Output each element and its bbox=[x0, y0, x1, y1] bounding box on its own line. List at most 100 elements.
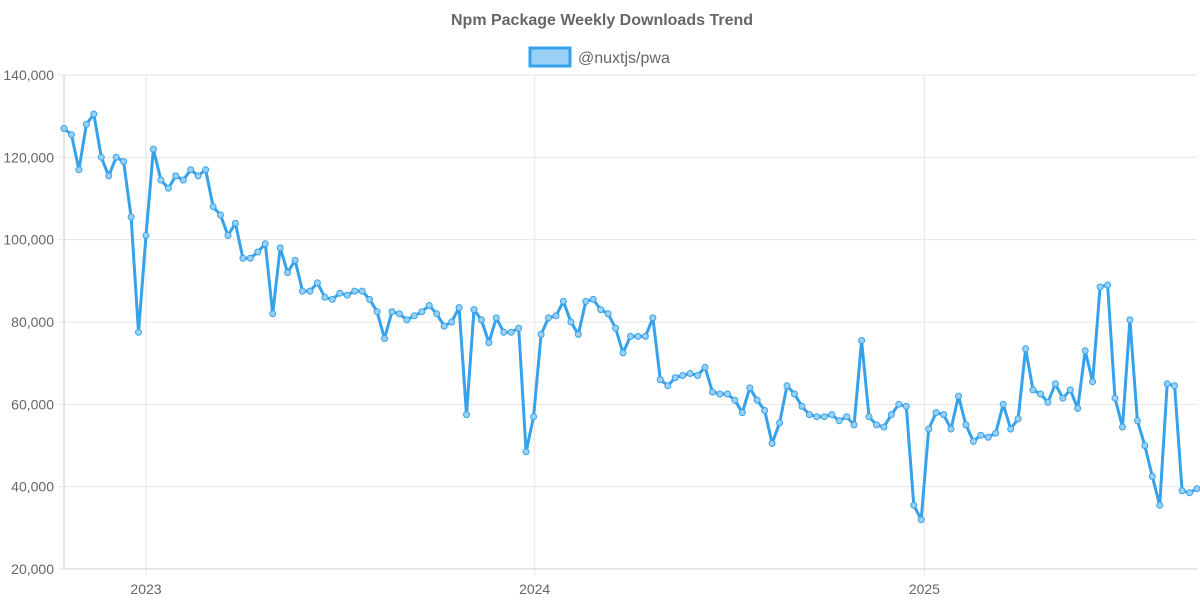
data-point[interactable] bbox=[612, 324, 620, 332]
data-point[interactable] bbox=[776, 419, 784, 427]
data-point[interactable] bbox=[1193, 485, 1200, 493]
data-point[interactable] bbox=[209, 203, 217, 211]
data-point[interactable] bbox=[627, 332, 634, 340]
data-point[interactable] bbox=[783, 382, 791, 390]
data-point[interactable] bbox=[619, 349, 627, 357]
data-point[interactable] bbox=[149, 145, 157, 153]
data-point[interactable] bbox=[82, 120, 90, 128]
data-point[interactable] bbox=[992, 429, 1000, 437]
data-point[interactable] bbox=[492, 314, 500, 322]
data-point[interactable] bbox=[716, 390, 724, 398]
data-point[interactable] bbox=[843, 413, 851, 421]
data-point[interactable] bbox=[463, 411, 470, 419]
data-point[interactable] bbox=[515, 324, 523, 332]
data-point[interactable] bbox=[753, 396, 761, 404]
data-point[interactable] bbox=[1163, 380, 1171, 388]
data-point[interactable] bbox=[850, 421, 858, 429]
data-point[interactable] bbox=[448, 318, 456, 326]
data-point[interactable] bbox=[246, 254, 254, 262]
data-point[interactable] bbox=[880, 423, 888, 431]
data-point[interactable] bbox=[545, 314, 552, 322]
data-point[interactable] bbox=[984, 433, 992, 441]
data-point[interactable] bbox=[1022, 345, 1030, 353]
data-point[interactable] bbox=[261, 240, 269, 248]
data-point[interactable] bbox=[321, 293, 329, 301]
data-point[interactable] bbox=[1126, 316, 1134, 324]
data-point[interactable] bbox=[552, 312, 560, 320]
data-point[interactable] bbox=[925, 425, 933, 433]
data-point[interactable] bbox=[470, 306, 478, 314]
data-point[interactable] bbox=[60, 125, 68, 132]
data-point[interactable] bbox=[299, 287, 306, 295]
data-point[interactable] bbox=[202, 166, 210, 174]
data-point[interactable] bbox=[1081, 347, 1089, 355]
data-point[interactable] bbox=[686, 370, 694, 377]
data-point[interactable] bbox=[537, 330, 545, 338]
data-point[interactable] bbox=[381, 335, 388, 342]
data-point[interactable] bbox=[90, 110, 98, 118]
data-point[interactable] bbox=[425, 302, 433, 309]
data-point[interactable] bbox=[723, 390, 731, 398]
data-point[interactable] bbox=[1096, 283, 1104, 291]
data-point[interactable] bbox=[865, 413, 873, 421]
data-point[interactable] bbox=[373, 308, 381, 316]
data-point[interactable] bbox=[835, 417, 843, 425]
data-point[interactable] bbox=[731, 396, 739, 404]
data-point[interactable] bbox=[120, 158, 128, 165]
data-point[interactable] bbox=[530, 413, 538, 421]
data-point[interactable] bbox=[768, 439, 776, 447]
data-point[interactable] bbox=[395, 310, 403, 318]
data-point[interactable] bbox=[1059, 394, 1067, 402]
data-point[interactable] bbox=[1156, 501, 1164, 509]
legend[interactable]: @nuxtjs/pwa bbox=[528, 46, 670, 68]
data-point[interactable] bbox=[112, 153, 120, 161]
data-point[interactable] bbox=[761, 407, 769, 414]
data-point[interactable] bbox=[955, 392, 962, 400]
data-point[interactable] bbox=[582, 297, 590, 305]
data-point[interactable] bbox=[1186, 489, 1193, 497]
data-point[interactable] bbox=[798, 402, 806, 410]
data-point[interactable] bbox=[507, 328, 515, 336]
data-point[interactable] bbox=[403, 316, 411, 324]
data-point[interactable] bbox=[828, 411, 836, 419]
data-point[interactable] bbox=[500, 328, 508, 336]
data-point[interactable] bbox=[164, 184, 172, 192]
data-point[interactable] bbox=[917, 516, 925, 524]
data-point[interactable] bbox=[455, 304, 463, 312]
data-point[interactable] bbox=[858, 337, 866, 344]
data-point[interactable] bbox=[962, 421, 970, 429]
data-point[interactable] bbox=[902, 402, 910, 410]
data-point[interactable] bbox=[269, 310, 277, 318]
data-point[interactable] bbox=[135, 328, 142, 336]
data-point[interactable] bbox=[410, 312, 418, 320]
data-point[interactable] bbox=[977, 431, 985, 439]
data-point[interactable] bbox=[887, 411, 895, 419]
data-point[interactable] bbox=[969, 437, 977, 445]
data-point[interactable] bbox=[1104, 281, 1112, 289]
data-point[interactable] bbox=[1111, 394, 1119, 402]
data-point[interactable] bbox=[791, 390, 798, 398]
data-point[interactable] bbox=[910, 501, 918, 509]
data-point[interactable] bbox=[477, 316, 485, 324]
data-point[interactable] bbox=[68, 131, 75, 139]
data-point[interactable] bbox=[746, 384, 754, 392]
data-point[interactable] bbox=[1119, 423, 1126, 431]
data-point[interactable] bbox=[1014, 415, 1022, 423]
data-point[interactable] bbox=[522, 448, 530, 456]
data-point[interactable] bbox=[656, 376, 664, 384]
data-point[interactable] bbox=[127, 213, 135, 221]
data-point[interactable] bbox=[671, 374, 679, 382]
data-point[interactable] bbox=[999, 400, 1007, 408]
data-point[interactable] bbox=[254, 248, 262, 256]
data-point[interactable] bbox=[358, 287, 366, 295]
data-point[interactable] bbox=[276, 244, 284, 252]
data-point[interactable] bbox=[1051, 380, 1059, 388]
data-point[interactable] bbox=[1037, 390, 1044, 398]
data-point[interactable] bbox=[1133, 417, 1141, 425]
data-point[interactable] bbox=[366, 295, 374, 303]
data-point[interactable] bbox=[589, 295, 597, 303]
data-point[interactable] bbox=[179, 176, 187, 184]
data-point[interactable] bbox=[172, 172, 180, 180]
data-point[interactable] bbox=[105, 172, 113, 180]
data-point[interactable] bbox=[634, 332, 642, 340]
